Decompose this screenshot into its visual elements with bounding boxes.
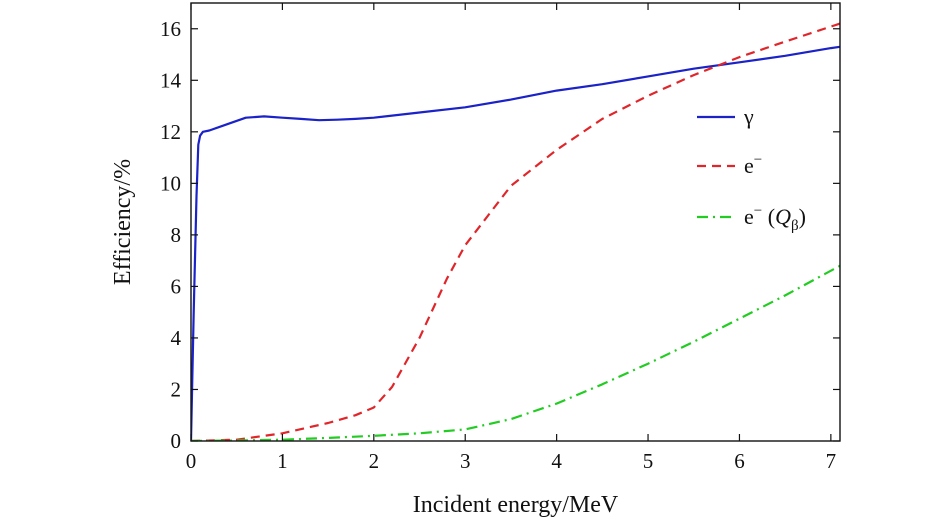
- x-tick-label: 6: [734, 449, 745, 473]
- x-tick-label: 3: [460, 449, 471, 473]
- y-tick-label: 8: [171, 223, 182, 247]
- x-tick-label: 4: [551, 449, 562, 473]
- y-axis-title: Efficiency/%: [110, 159, 136, 285]
- plot-frame: [190, 2, 841, 442]
- series-line-3: [191, 264, 840, 441]
- series-line-1: [191, 45, 840, 441]
- y-tick-label: 12: [160, 120, 181, 144]
- y-tick-label: 6: [171, 274, 182, 298]
- y-tick-label: 0: [171, 429, 182, 453]
- y-tick-label: 2: [171, 377, 182, 401]
- y-tick-label: 10: [160, 171, 181, 195]
- legend-label-2: e−: [744, 152, 762, 178]
- y-tick-label: 14: [160, 68, 182, 92]
- legend-label-3: e− (Qβ): [744, 203, 806, 234]
- x-tick-label: 5: [643, 449, 654, 473]
- y-tick-label: 4: [171, 326, 182, 350]
- plot-area: [191, 22, 840, 441]
- x-tick-label: 1: [277, 449, 288, 473]
- series-line-2: [191, 22, 840, 441]
- x-axis-title: Incident energy/MeV: [413, 492, 619, 518]
- legend: γ e− e− (Qβ): [697, 104, 806, 234]
- x-tick-label: 0: [186, 449, 197, 473]
- x-tick-label: 2: [369, 449, 380, 473]
- legend-label-1: γ: [743, 104, 754, 129]
- x-tick-label: 7: [826, 449, 837, 473]
- y-tick-label: 16: [160, 17, 181, 41]
